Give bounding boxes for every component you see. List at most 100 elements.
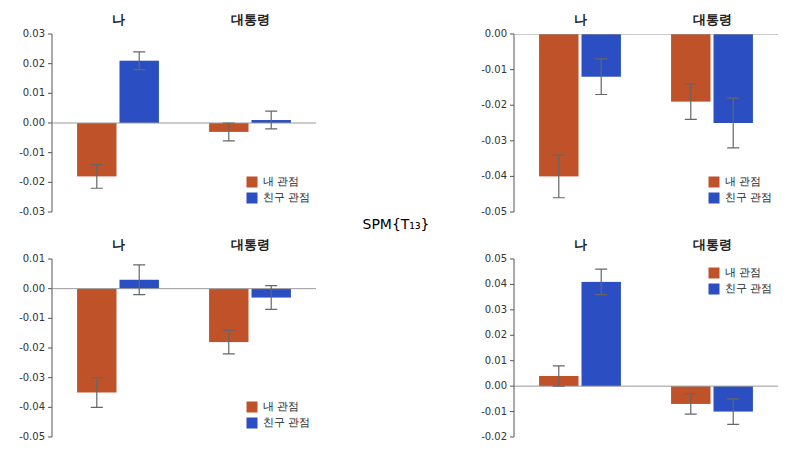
y-tick-label: -0.03 bbox=[19, 206, 45, 217]
y-tick-label: -0.01 bbox=[19, 312, 45, 323]
bar bbox=[582, 282, 621, 386]
y-tick-label: -0.02 bbox=[481, 99, 507, 110]
error-bar bbox=[223, 123, 235, 141]
error-bar bbox=[265, 286, 277, 310]
y-tick-label: -0.02 bbox=[19, 342, 45, 353]
plot-area bbox=[514, 269, 778, 424]
y-tick bbox=[48, 377, 52, 378]
legend-label: 친구 관점 bbox=[725, 282, 773, 295]
y-tick-label: -0.05 bbox=[481, 206, 507, 217]
error-bar bbox=[685, 84, 697, 120]
y-tick-label: -0.01 bbox=[19, 147, 45, 158]
category-label: 나 bbox=[574, 237, 587, 252]
y-tick-label: 0.00 bbox=[23, 117, 45, 128]
y-tick-label: 0.05 bbox=[485, 253, 507, 264]
legend-swatch bbox=[709, 193, 720, 204]
error-bar bbox=[91, 165, 103, 189]
y-tick bbox=[510, 259, 514, 260]
bar-chart: -0.02-0.010.000.010.020.030.040.05나대통령내 … bbox=[481, 237, 778, 442]
y-axis-line bbox=[514, 34, 515, 212]
error-bar bbox=[133, 265, 145, 295]
legend-label: 내 관점 bbox=[263, 400, 300, 413]
legend-swatch bbox=[247, 402, 258, 413]
y-tick bbox=[48, 63, 52, 64]
y-tick bbox=[48, 259, 52, 260]
error-bar bbox=[265, 111, 277, 129]
y-tick bbox=[510, 411, 514, 412]
bar bbox=[77, 289, 116, 393]
error-bar bbox=[553, 155, 565, 198]
y-tick bbox=[510, 386, 514, 387]
error-bar bbox=[595, 59, 607, 95]
legend-swatch bbox=[247, 418, 258, 429]
error-bar bbox=[727, 399, 739, 424]
legend-label: 친구 관점 bbox=[263, 191, 311, 204]
y-tick-label: 0.03 bbox=[485, 304, 507, 315]
bar-chart: -0.05 -0.04 -0.03 -0.02 -0.01 0.00 나 대통령내 관점친구 … bbox=[481, 12, 778, 217]
y-tick bbox=[48, 348, 52, 349]
y-axis-line bbox=[514, 259, 515, 437]
y-tick bbox=[48, 212, 52, 213]
y-tick bbox=[510, 284, 514, 285]
y-tick-label: 0.02 bbox=[485, 329, 507, 340]
y-tick-label: 0.00 bbox=[485, 380, 507, 391]
y-tick-label: 0.00 bbox=[23, 283, 45, 294]
y-tick-label: 0.01 bbox=[23, 87, 45, 98]
category-label: 나 bbox=[112, 237, 125, 252]
error-bar bbox=[685, 394, 697, 414]
figure: -0.03-0.02-0.010.000.010.020.03나대통령내 관점친… bbox=[0, 0, 792, 450]
y-tick bbox=[48, 437, 52, 438]
error-bar bbox=[133, 52, 145, 70]
plot-area bbox=[52, 52, 316, 188]
legend-swatch bbox=[709, 284, 720, 295]
legend-label: 내 관점 bbox=[725, 266, 762, 279]
category-label: 대통령 bbox=[693, 12, 732, 27]
y-tick-label: 0.01 bbox=[23, 253, 45, 264]
y-tick bbox=[48, 182, 52, 183]
y-tick-label: -0.03 bbox=[19, 372, 45, 383]
y-tick bbox=[48, 318, 52, 319]
plot-area bbox=[52, 265, 316, 407]
legend: 내 관점친구 관점 bbox=[709, 175, 773, 204]
y-tick bbox=[48, 123, 52, 124]
zero-line bbox=[514, 34, 778, 35]
y-tick-label: -0.02 bbox=[481, 431, 507, 442]
category-label: 대통령 bbox=[693, 237, 732, 252]
zero-line bbox=[52, 288, 316, 289]
legend-swatch bbox=[247, 177, 258, 188]
bar-chart: -0.03-0.02-0.010.000.010.020.03나대통령내 관점친… bbox=[19, 12, 316, 217]
legend: 내 관점친구 관점 bbox=[247, 175, 311, 204]
category-label: 대통령 bbox=[231, 237, 270, 252]
plot-area bbox=[514, 34, 778, 198]
y-tick bbox=[510, 140, 514, 141]
y-tick-label: -0.04 bbox=[19, 401, 45, 412]
legend-swatch bbox=[709, 177, 720, 188]
error-bar bbox=[595, 269, 607, 294]
legend-swatch bbox=[247, 193, 258, 204]
category-label: 나 bbox=[112, 12, 125, 27]
y-tick bbox=[510, 34, 514, 35]
error-bar bbox=[223, 330, 235, 354]
legend-label: 친구 관점 bbox=[725, 191, 773, 204]
zero-line bbox=[52, 123, 316, 124]
error-bar bbox=[91, 378, 103, 408]
y-tick bbox=[48, 288, 52, 289]
error-bar bbox=[727, 98, 739, 148]
category-label: 나 bbox=[574, 12, 587, 27]
y-tick-label: 0.00 bbox=[485, 28, 507, 39]
y-tick bbox=[48, 152, 52, 153]
legend-label: 친구 관점 bbox=[263, 416, 311, 429]
y-tick-label: -0.03 bbox=[481, 135, 507, 146]
y-tick bbox=[48, 93, 52, 94]
legend-label: 내 관점 bbox=[263, 175, 300, 188]
y-tick bbox=[510, 176, 514, 177]
y-tick-label: -0.04 bbox=[481, 170, 507, 181]
y-tick-label: 0.03 bbox=[23, 28, 45, 39]
y-tick bbox=[510, 212, 514, 213]
y-tick bbox=[48, 407, 52, 408]
annotation: SPM{T₁₃} bbox=[363, 216, 430, 232]
y-tick-label: -0.01 bbox=[481, 64, 507, 75]
y-tick bbox=[510, 360, 514, 361]
y-tick bbox=[510, 335, 514, 336]
y-tick bbox=[48, 34, 52, 35]
